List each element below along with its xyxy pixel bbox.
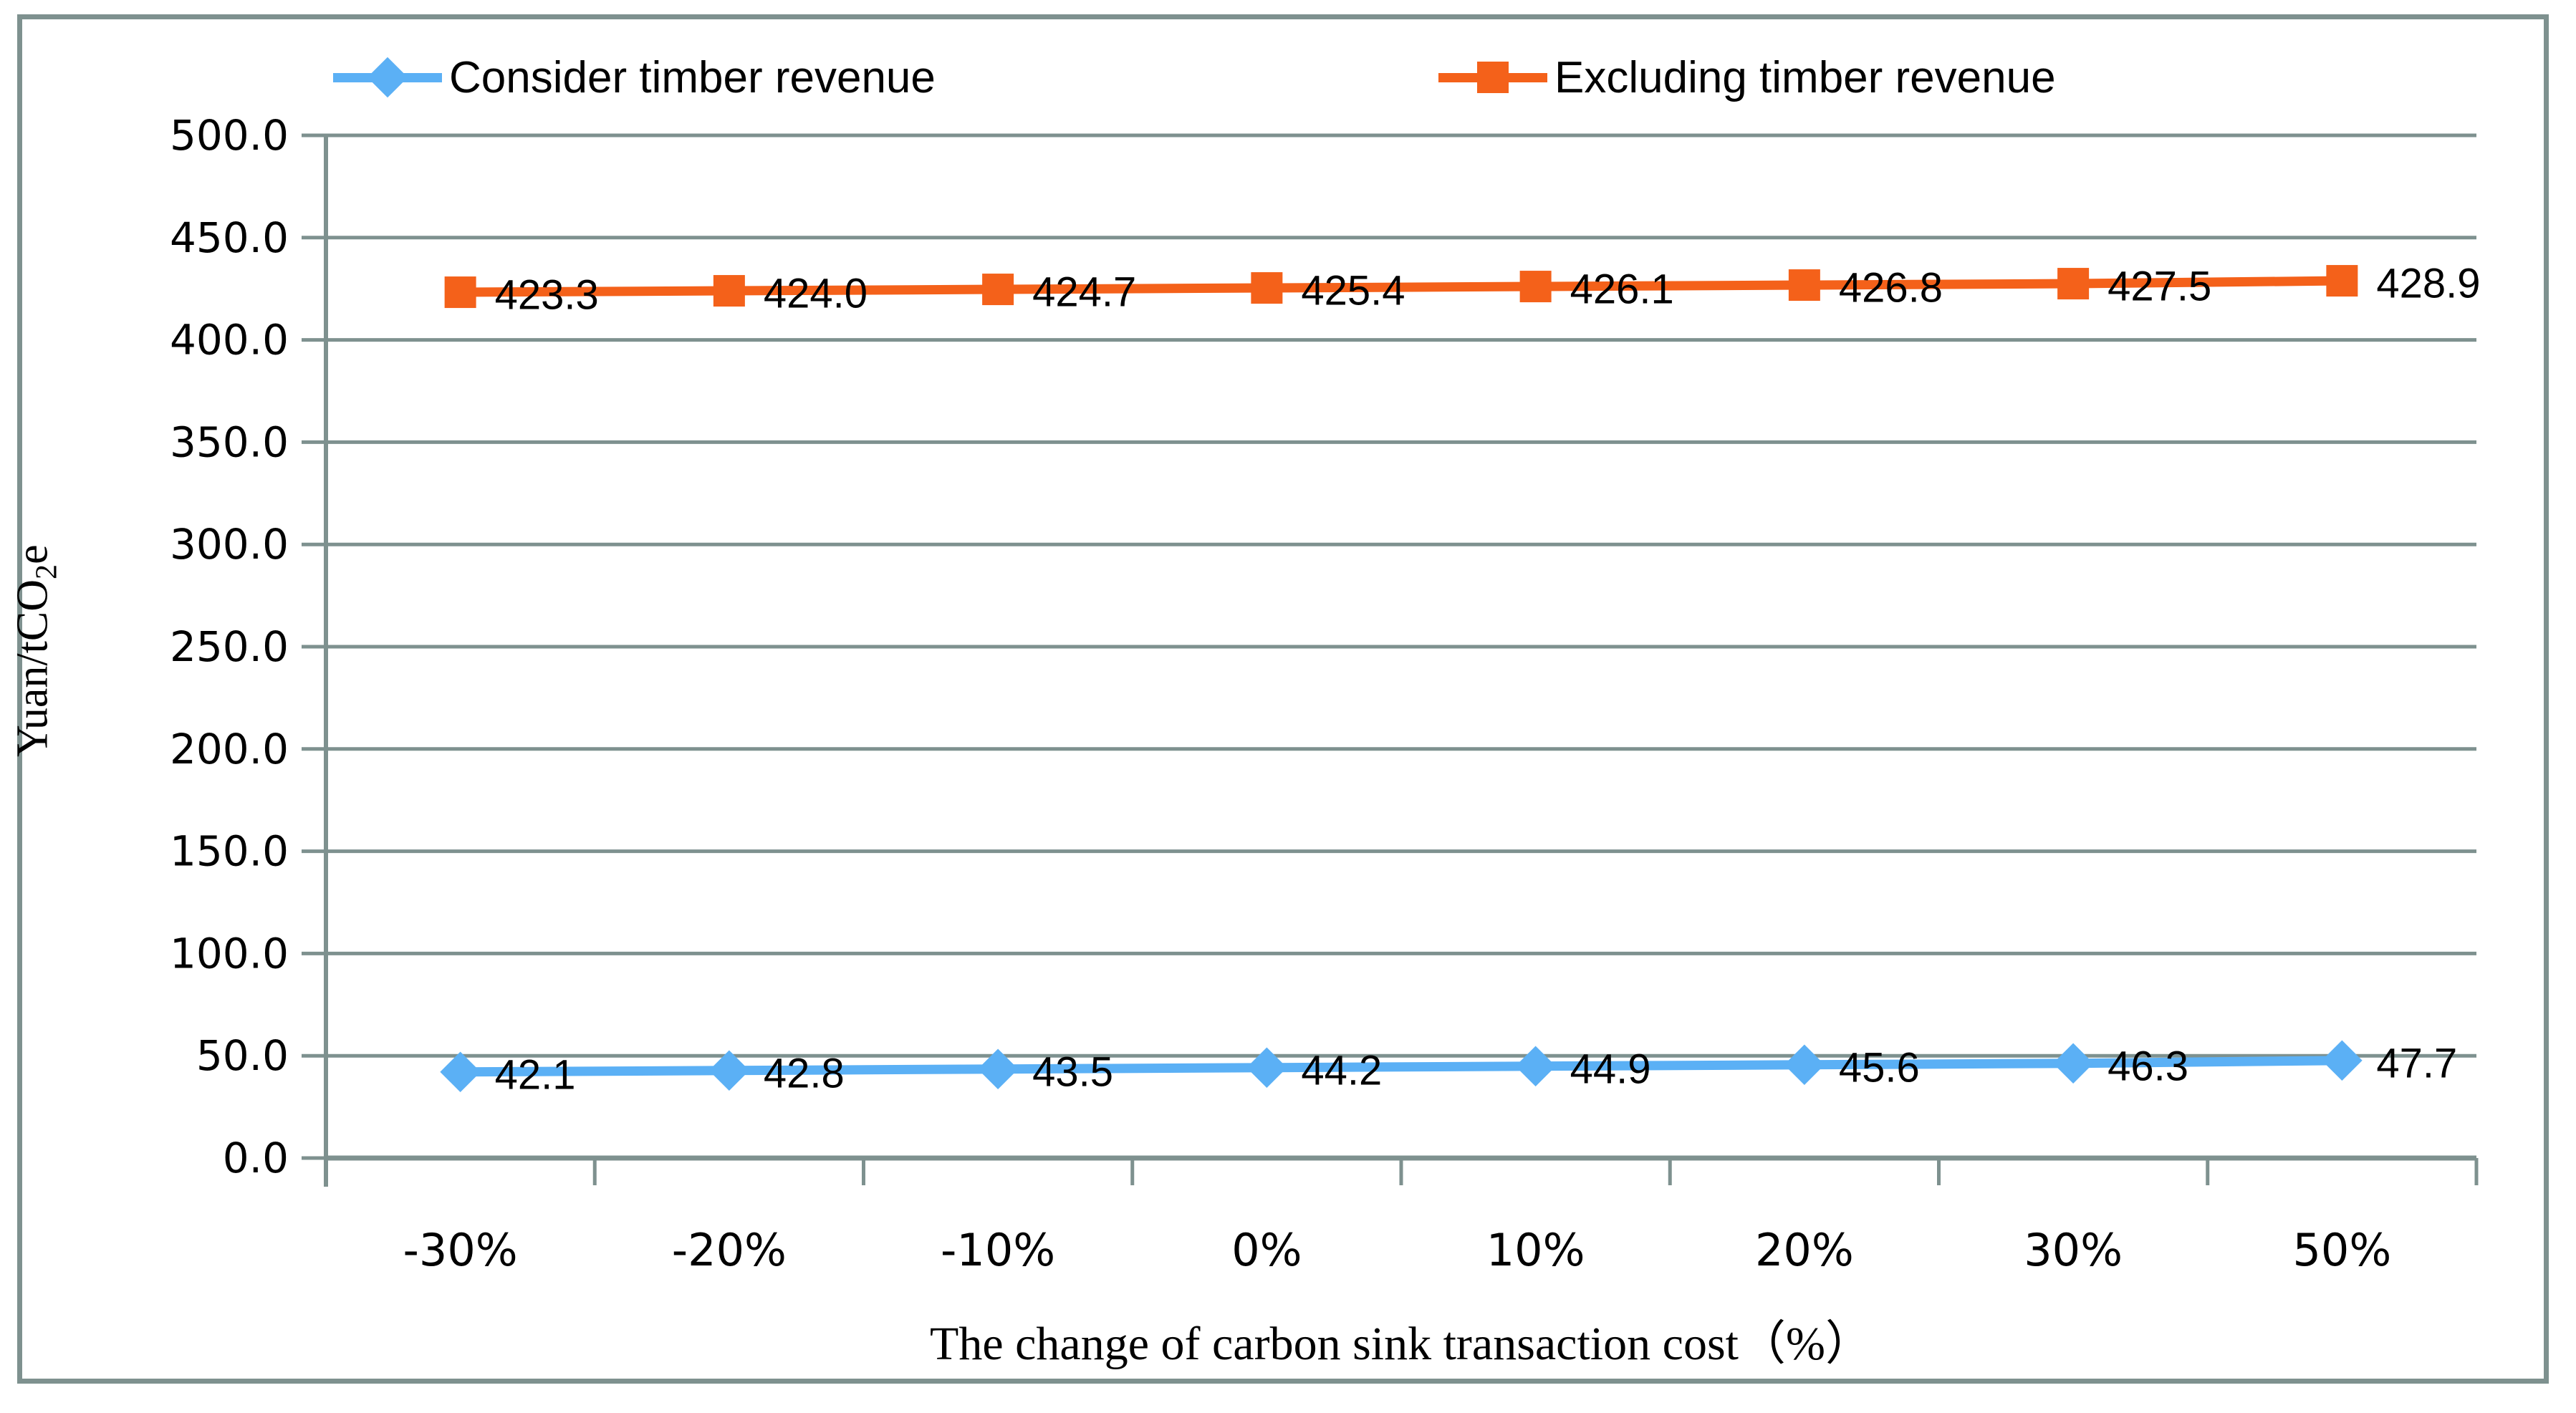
data-point-diamond (708, 1050, 750, 1091)
data-point-diamond (1784, 1044, 1825, 1086)
data-point-square (1519, 271, 1552, 303)
data-point-diamond (1515, 1046, 1556, 1087)
data-label: 426.8 (1839, 265, 1943, 312)
data-point-diamond (977, 1048, 1019, 1090)
x-tick-label: -30% (403, 1224, 518, 1276)
data-point-square (982, 274, 1014, 306)
y-tick-label: 400.0 (170, 316, 289, 365)
series-line-2 (460, 276, 2342, 297)
legend-marker-square-icon (1438, 49, 1547, 106)
x-tick-label: 20% (1755, 1224, 1854, 1276)
data-point-square (1251, 272, 1283, 304)
data-point-square (444, 276, 476, 309)
data-label: 423.3 (495, 272, 599, 319)
data-point-square (713, 275, 745, 307)
legend-label: Excluding timber revenue (1554, 52, 2056, 102)
x-axis-title: The change of carbon sink transaction co… (930, 1318, 1873, 1370)
x-tick-label: 30% (2024, 1224, 2123, 1276)
y-tick-label: 0.0 (223, 1134, 289, 1182)
y-tick-label: 50.0 (196, 1031, 289, 1080)
x-tick-label: 10% (1486, 1224, 1585, 1276)
y-tick-label: 100.0 (170, 929, 289, 978)
y-tick-label: 250.0 (170, 622, 289, 671)
legend-marker-diamond-icon (333, 49, 442, 106)
data-label: 44.2 (1301, 1047, 1382, 1094)
y-tick-label: 150.0 (170, 827, 289, 876)
y-tick-label: 450.0 (170, 213, 289, 262)
chart-frame (17, 14, 2549, 1384)
x-tick-label: -20% (672, 1224, 787, 1276)
y-tick-label: 300.0 (170, 520, 289, 569)
y-tick-label: 200.0 (170, 725, 289, 773)
series-line-1 (460, 1056, 2342, 1077)
data-label: 424.0 (764, 271, 868, 317)
data-label: 43.5 (1032, 1048, 1113, 1095)
x-tick-label: -10% (941, 1224, 1055, 1276)
legend: Consider timber revenue Excluding timber… (0, 49, 2576, 106)
x-tick-label: 0% (1231, 1224, 1302, 1276)
legend-item-excluding-timber-revenue: Excluding timber revenue (1438, 49, 2056, 106)
data-label: 47.7 (2376, 1040, 2457, 1086)
legend-label: Consider timber revenue (449, 52, 936, 102)
data-label: 46.3 (2108, 1043, 2188, 1089)
data-label: 428.9 (2376, 261, 2480, 307)
data-point-square (2057, 268, 2090, 300)
data-label: 427.5 (2108, 264, 2211, 310)
y-axis-title: Yuan/tCO2e (8, 544, 64, 758)
data-point-diamond (440, 1051, 481, 1093)
x-tick-label: 50% (2292, 1224, 2391, 1276)
data-label: 42.8 (764, 1050, 845, 1096)
data-label: 45.6 (1839, 1044, 1920, 1091)
data-point-square (1788, 269, 1820, 302)
data-label: 42.1 (495, 1051, 576, 1098)
y-tick-label: 350.0 (170, 418, 289, 466)
data-point-square (2326, 265, 2358, 297)
y-tick-label: 500.0 (170, 111, 289, 160)
legend-item-consider-timber-revenue: Consider timber revenue (333, 49, 936, 106)
data-point-diamond (1246, 1047, 1287, 1089)
data-label: 426.1 (1570, 266, 1674, 313)
data-label: 44.9 (1570, 1046, 1651, 1092)
data-label: 425.4 (1301, 268, 1405, 314)
data-label: 424.7 (1032, 269, 1136, 316)
data-point-diamond (2322, 1040, 2363, 1081)
data-point-diamond (2052, 1043, 2094, 1084)
